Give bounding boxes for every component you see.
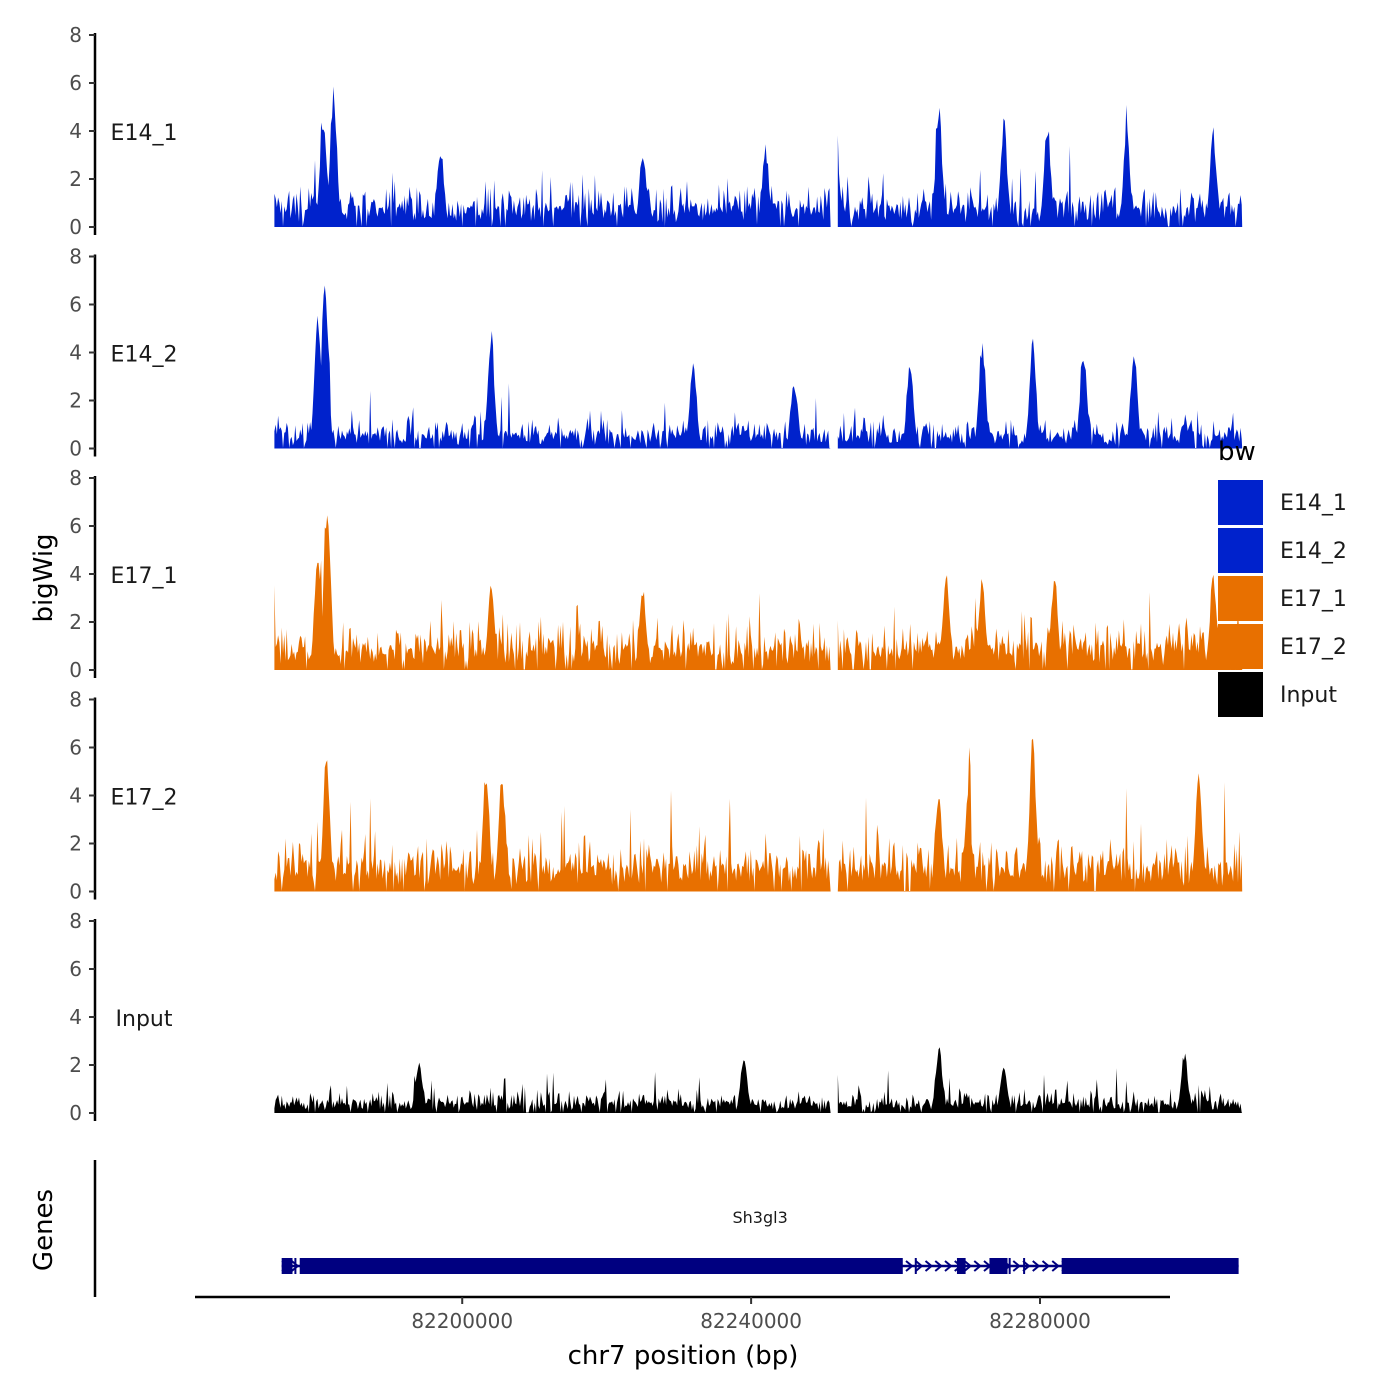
- legend-swatch: [1218, 672, 1263, 717]
- exon: [1008, 1258, 1011, 1274]
- y-tick-label: 2: [69, 832, 82, 856]
- y-tick-label: 2: [69, 389, 82, 413]
- y-tick-label: 6: [69, 71, 82, 95]
- y-tick-label: 2: [69, 1053, 82, 1077]
- x-axis-title: chr7 position (bp): [568, 1341, 799, 1371]
- signal-area-e14-2: [274, 285, 831, 449]
- strand-arrow: [905, 1260, 914, 1272]
- signal-area-input: [274, 1060, 831, 1113]
- y-tick-label: 8: [69, 909, 82, 933]
- track-label: E14_1: [111, 121, 178, 146]
- exon: [914, 1258, 917, 1274]
- y-tick-label: 2: [69, 167, 82, 191]
- signal-area-input: [837, 1047, 1243, 1113]
- x-tick-label: 82200000: [411, 1309, 513, 1333]
- track-e14-1: 0 2 4 6 8 E14_1: [69, 23, 1243, 239]
- strand-arrow: [934, 1260, 943, 1272]
- y-tick-label: 0: [69, 1101, 82, 1125]
- exon: [956, 1258, 966, 1274]
- track-label: E14_2: [111, 343, 178, 368]
- legend-swatch: [1218, 576, 1263, 621]
- strand-arrow: [1041, 1260, 1051, 1272]
- gene-label: Sh3gl3: [733, 1208, 788, 1227]
- genes-layer: Sh3gl3: [93, 1160, 1239, 1297]
- exon: [281, 1258, 293, 1274]
- genes-axis-title: Genes: [29, 1189, 59, 1271]
- x-axis: 82200000 82240000 82280000: [195, 1295, 1170, 1333]
- signal-area-e14-1: [837, 105, 1243, 227]
- y-tick-label: 6: [69, 514, 82, 538]
- legend-title: bw: [1218, 437, 1256, 467]
- y-axis-title: bigWig: [29, 533, 59, 622]
- exon: [299, 1258, 903, 1274]
- exon: [287, 1258, 290, 1274]
- legend-label: E14_1: [1280, 491, 1347, 516]
- legend-label: Input: [1280, 683, 1337, 708]
- y-tick-label: 2: [69, 610, 82, 634]
- y-tick-label: 8: [69, 688, 82, 712]
- strand-arrow: [915, 1260, 924, 1272]
- exon: [1023, 1258, 1026, 1274]
- legend: bw E14_1 E14_2 E17_1 E17_2 Input: [1218, 437, 1347, 717]
- track-e14-2: 0 2 4 6 8 E14_2: [69, 245, 1243, 461]
- y-tick-label: 8: [69, 245, 82, 269]
- track-label: Input: [116, 1007, 173, 1032]
- y-tick-label: 0: [69, 215, 82, 239]
- x-tick-label: 82240000: [700, 1309, 802, 1333]
- y-tick-label: 6: [69, 736, 82, 760]
- legend-swatch: [1218, 624, 1263, 669]
- legend-label: E14_2: [1280, 539, 1347, 564]
- strand-arrow: [291, 1260, 300, 1272]
- strand-arrow: [973, 1260, 982, 1272]
- signal-area-e17-1: [274, 515, 831, 670]
- x-tick-label: 82280000: [989, 1309, 1091, 1333]
- y-tick-label: 4: [69, 784, 82, 808]
- y-tick-label: 8: [69, 23, 82, 47]
- legend-swatch: [1218, 480, 1263, 525]
- exon: [282, 1258, 285, 1274]
- y-tick-label: 4: [69, 562, 82, 586]
- exon: [294, 1258, 297, 1274]
- y-tick-label: 0: [69, 658, 82, 682]
- strand-arrow: [924, 1260, 934, 1272]
- exon: [989, 1258, 1008, 1274]
- y-tick-label: 0: [69, 437, 82, 461]
- signal-area-e17-2: [274, 760, 831, 892]
- exon: [1061, 1258, 1239, 1274]
- signal-area-e14-1: [274, 86, 831, 227]
- legend-swatch: [1218, 528, 1263, 573]
- track-e17-1: 0 2 4 6 8 E17_1: [69, 466, 1243, 682]
- signal-area-e17-1: [837, 574, 1243, 670]
- legend-label: E17_1: [1280, 587, 1347, 612]
- exon: [899, 1258, 902, 1274]
- legend-label: E17_2: [1280, 635, 1347, 660]
- track-e17-2: 0 2 4 6 8 E17_2: [69, 688, 1243, 904]
- signal-area-e14-2: [837, 338, 1243, 449]
- strand-arrow: [1051, 1260, 1060, 1272]
- tracks-layer: 0 2 4 6 8 E14_1 0 2 4 6 8 E14_2 0 2 4 6 8 E17_1 0 2 4 6 8 E17_2…: [69, 23, 1243, 1125]
- y-tick-label: 6: [69, 957, 82, 981]
- signal-area-e17-2: [837, 738, 1243, 892]
- track-input: 0 2 4 6 8 Input: [69, 909, 1243, 1125]
- y-tick-label: 4: [69, 119, 82, 143]
- y-tick-label: 0: [69, 880, 82, 904]
- exon: [1062, 1258, 1065, 1274]
- strand-arrow: [1032, 1260, 1041, 1272]
- strand-arrow: [1012, 1260, 1021, 1272]
- track-label: E17_1: [111, 564, 178, 589]
- y-tick-label: 4: [69, 341, 82, 365]
- strand-arrow: [944, 1260, 953, 1272]
- y-tick-label: 8: [69, 466, 82, 490]
- strand-arrow: [963, 1260, 973, 1272]
- track-label: E17_2: [111, 786, 178, 811]
- y-tick-label: 4: [69, 1005, 82, 1029]
- y-tick-label: 6: [69, 293, 82, 317]
